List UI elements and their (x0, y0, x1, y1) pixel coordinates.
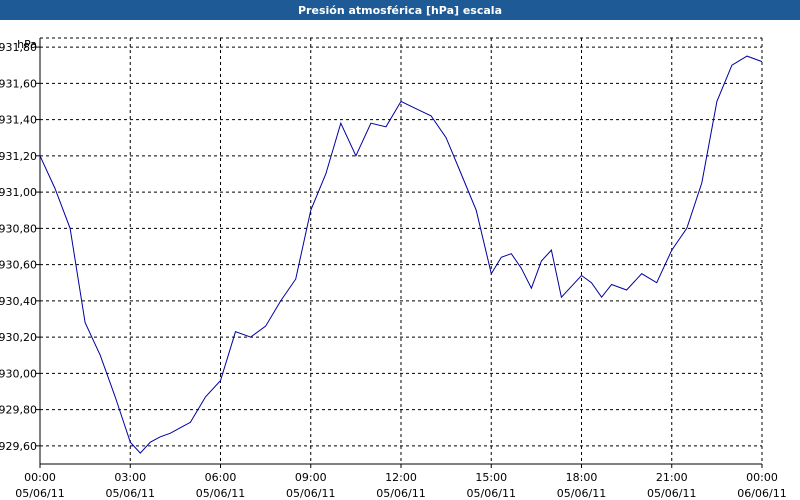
x-tick-time-label: 18:00 (566, 471, 598, 484)
x-tick-time-label: 21:00 (656, 471, 688, 484)
y-tick-label: 931,80 (0, 41, 37, 54)
x-tick-date-label: 05/06/11 (196, 487, 245, 500)
x-tick-time-label: 12:00 (385, 471, 417, 484)
x-tick-time-label: 00:00 (24, 471, 56, 484)
x-tick-date-label: 05/06/11 (286, 487, 335, 500)
y-tick-label: 931,00 (0, 186, 37, 199)
y-tick-label: 930,60 (0, 259, 37, 272)
y-tick-label: 930,20 (0, 331, 37, 344)
x-tick-date-label: 05/06/11 (376, 487, 425, 500)
y-tick-label: 929,80 (0, 404, 37, 417)
y-tick-label: 931,20 (0, 150, 37, 163)
y-axis-label: hPa (17, 38, 37, 51)
y-tick-label: 930,80 (0, 222, 37, 235)
y-tick-label: 931,60 (0, 77, 37, 90)
x-tick-date-label: 05/06/11 (647, 487, 696, 500)
x-tick-time-label: 03:00 (114, 471, 146, 484)
y-tick-label: 931,40 (0, 114, 37, 127)
chart-area: 929,60 929,80 930,00 930,20 930,40 930,60 930,… (0, 37, 787, 500)
x-tick-time-label: 00:00 (746, 471, 778, 484)
chart-title-bar: Presión atmosférica [hPa] escala (0, 0, 800, 20)
pressure-series-line (39, 55, 763, 454)
y-tick-label: 930,00 (0, 367, 37, 380)
x-tick-date-label: 05/06/11 (557, 487, 606, 500)
chart-title: Presión atmosférica [hPa] escala (298, 3, 502, 17)
x-tick-time-label: 09:00 (295, 471, 327, 484)
x-tick-date-label: 05/06/11 (467, 487, 516, 500)
x-tick-date-label: 05/06/11 (15, 487, 64, 500)
x-tick-date-label: 06/06/11 (737, 487, 786, 500)
x-tick-time-label: 15:00 (475, 471, 507, 484)
x-tick-time-label: 06:00 (205, 471, 237, 484)
x-tick-date-label: 05/06/11 (106, 487, 155, 500)
y-tick-label: 930,40 (0, 295, 37, 308)
y-tick-label: 929,60 (0, 440, 37, 453)
